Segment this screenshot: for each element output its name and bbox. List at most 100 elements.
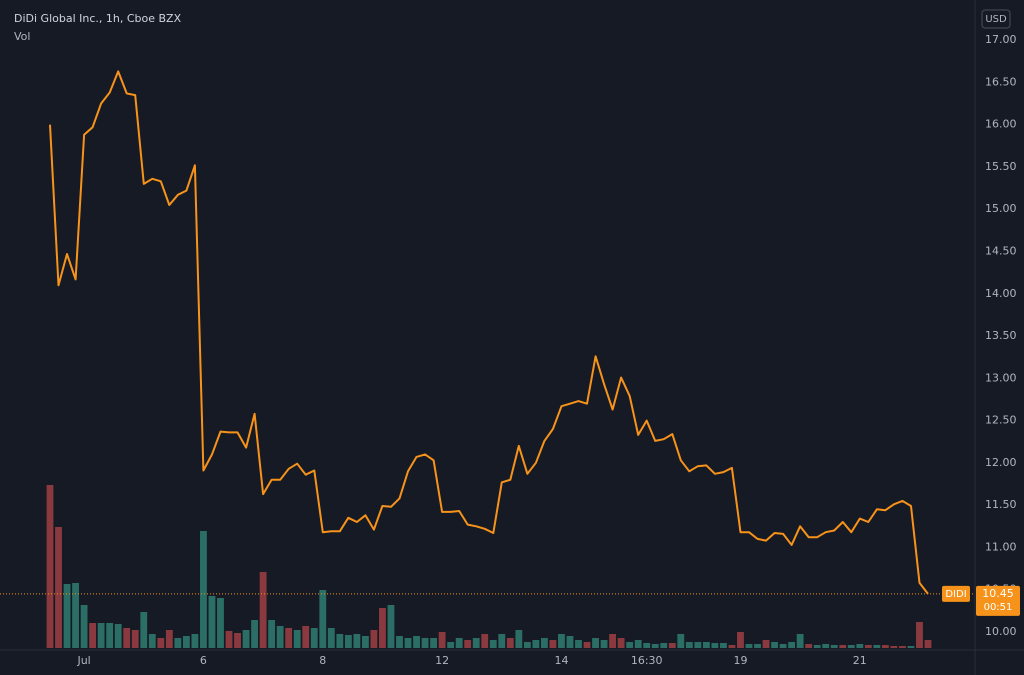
volume-bar [711, 643, 719, 648]
volume-bar [489, 640, 497, 648]
volume-bar [788, 642, 796, 648]
volume-bar [251, 620, 258, 648]
volume-bar [575, 640, 582, 648]
volume-bar [523, 642, 531, 648]
last-price-box [976, 585, 1020, 616]
volume-bar [123, 628, 131, 648]
volume-bar [864, 645, 872, 648]
x-tick-label: 8 [319, 654, 326, 667]
volume-bar [754, 644, 761, 648]
volume-bar [148, 634, 156, 648]
volume-bar [830, 645, 838, 648]
volume-bar [302, 626, 310, 648]
volume-bar [881, 645, 889, 648]
volume-bar [720, 643, 727, 648]
y-tick-label: 12.00 [985, 456, 1017, 469]
y-tick-label: 15.00 [985, 202, 1017, 215]
volume-bar [80, 605, 88, 648]
y-tick-label: 13.00 [985, 371, 1017, 384]
volume-bar [907, 646, 915, 648]
y-tick-label: 16.50 [985, 75, 1017, 88]
volume-bar [379, 608, 386, 648]
volume-bar [583, 642, 591, 648]
volume-bar [140, 612, 148, 648]
volume-bar [413, 636, 420, 648]
volume-bar [234, 633, 241, 648]
volume-bar [873, 645, 881, 648]
volume-bar [472, 638, 480, 648]
y-tick-label: 14.00 [985, 287, 1017, 300]
volume-bar [165, 630, 173, 648]
volume-bar [822, 644, 830, 648]
volume-bar [737, 632, 744, 648]
volume-bar [242, 630, 250, 648]
volume-bar [276, 626, 284, 648]
volume-bar [566, 636, 574, 648]
x-tick-label: 21 [853, 654, 867, 667]
volume-bar [370, 630, 378, 648]
volume-bar [361, 636, 369, 648]
y-tick-label: 12.50 [985, 414, 1017, 427]
volume-bar [839, 645, 847, 648]
volume-bar [728, 645, 736, 648]
volume-label: Vol [14, 30, 30, 43]
volume-bar [225, 631, 233, 648]
volume-bar [634, 640, 642, 648]
chart-title: DiDi Global Inc., 1h, Cboe BZX [14, 12, 182, 25]
volume-bar [651, 644, 659, 648]
currency-box[interactable] [981, 9, 1011, 29]
volume-bar [805, 644, 813, 648]
volume-bar [694, 642, 702, 648]
volume-bar [106, 623, 114, 648]
volume-bar [796, 634, 804, 648]
volume-bar [387, 605, 395, 648]
volume-bar [540, 638, 548, 648]
volume-bar [114, 624, 122, 648]
y-tick-label: 15.50 [985, 160, 1017, 173]
volume-bar [771, 642, 778, 648]
volume-bar [660, 643, 668, 648]
volume-bar [327, 628, 335, 648]
y-tick-label: 10.00 [985, 625, 1017, 638]
volume-bar [182, 636, 190, 648]
volume-bar [924, 640, 932, 648]
volume-bar [447, 642, 455, 648]
volume-bar [396, 636, 403, 648]
y-tick-label: 16.00 [985, 118, 1017, 131]
volume-bar [685, 642, 693, 648]
y-tick-label: 11.00 [985, 540, 1017, 553]
volume-bar [856, 644, 864, 648]
y-tick-label: 13.50 [985, 329, 1017, 342]
volume-bar [336, 634, 344, 648]
volume-bar [55, 527, 62, 648]
volume-bar [609, 634, 617, 648]
volume-bar [677, 634, 685, 648]
volume-bar [643, 643, 651, 648]
volume-bar [174, 638, 182, 648]
volume-bar [702, 642, 710, 648]
volume-bar [745, 644, 753, 648]
y-tick-label: 11.50 [985, 498, 1017, 511]
volume-bar [592, 638, 599, 648]
volume-bar [89, 623, 97, 648]
countdown: 00:51 [984, 602, 1013, 613]
volume-bar [344, 635, 352, 648]
volume-bar [600, 640, 608, 648]
volume-bar [558, 634, 565, 648]
volume-bar [217, 598, 224, 648]
volume-bar [617, 638, 625, 648]
volume-bar [404, 638, 412, 648]
volume-bar [131, 630, 139, 648]
x-tick-label: Jul [76, 654, 90, 667]
y-tick-label: 17.00 [985, 33, 1017, 46]
series-tag: DIDI [945, 589, 966, 600]
last-price-label: 10.45 [982, 587, 1014, 600]
volume-bar [549, 640, 557, 648]
price-line [49, 70, 929, 595]
x-tick-label: 19 [733, 654, 747, 667]
volume-bar [532, 640, 540, 648]
series-tag-box [942, 585, 970, 602]
volume-bar [626, 642, 634, 648]
